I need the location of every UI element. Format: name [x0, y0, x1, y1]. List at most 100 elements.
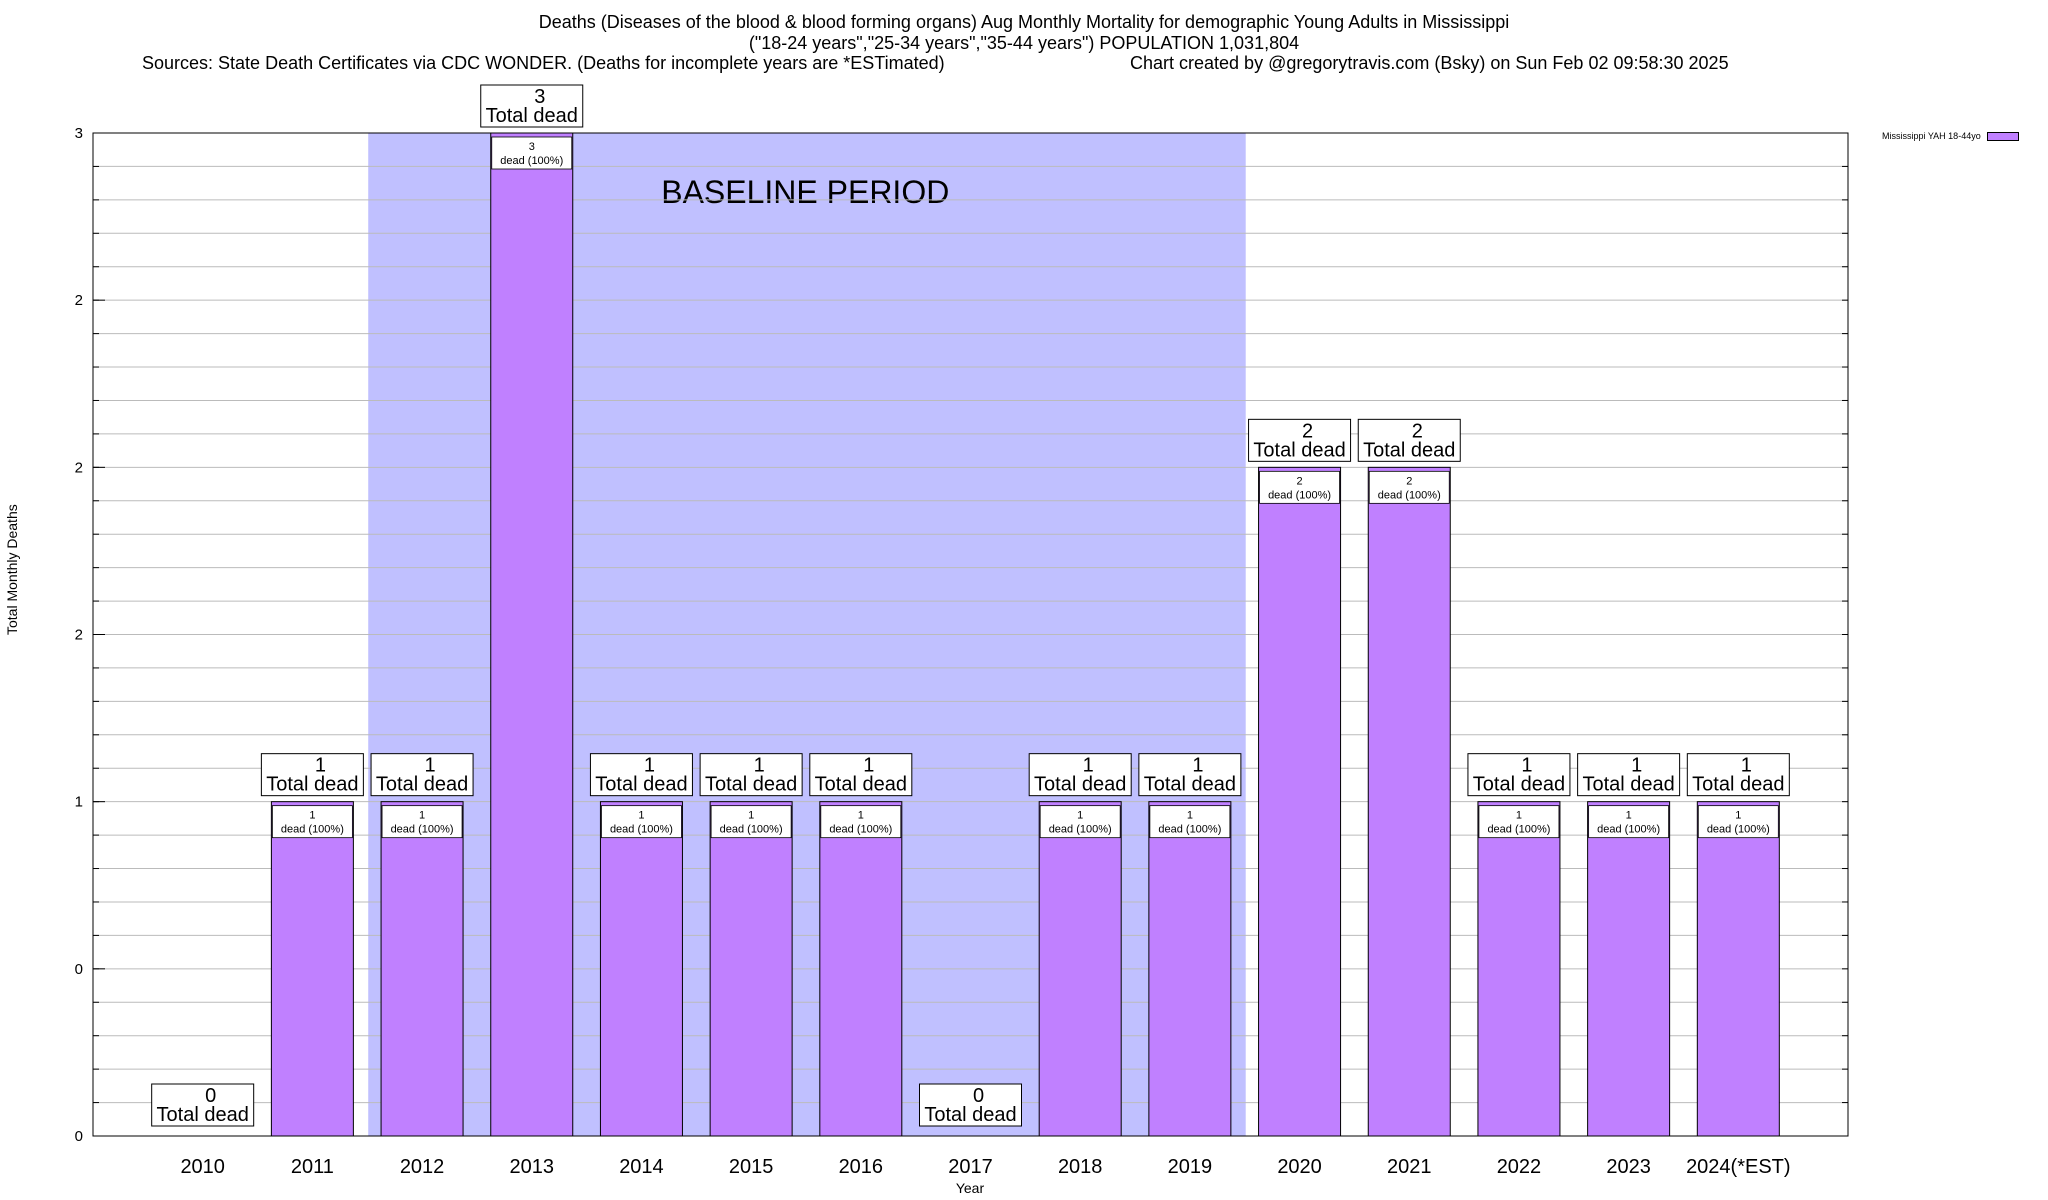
x-tick-label: 2021	[1387, 1156, 1432, 1178]
chart-sources: Sources: State Death Certificates via CD…	[142, 53, 945, 73]
bar-inner-label-count: 1	[1077, 810, 1083, 822]
total-label-box	[699, 753, 803, 797]
total-label-box	[589, 753, 693, 797]
total-label-text: Total dead	[815, 774, 907, 796]
x-tick-label: 2016	[839, 1156, 884, 1178]
legend-label: Mississippi YAH 18-44yo	[1882, 131, 1981, 141]
bar-inner-label-count: 1	[638, 810, 644, 822]
bar-inner-label-text: dead (100%)	[1158, 824, 1221, 836]
total-label-text: Total dead	[924, 1104, 1016, 1126]
bar-inner-label-text: dead (100%)	[610, 824, 673, 836]
bar	[1367, 466, 1451, 1137]
bar	[1038, 801, 1122, 1137]
total-label-box	[370, 753, 474, 797]
total-label-text: Total dead	[376, 774, 468, 796]
bar-inner-label-count: 1	[309, 810, 315, 822]
y-tick-label: 2	[75, 459, 83, 476]
total-label-text: Total dead	[595, 774, 687, 796]
x-tick-label: 2022	[1497, 1156, 1542, 1178]
total-label-text: Total dead	[1692, 774, 1784, 796]
bar-inner-label-text: dead (100%)	[1707, 824, 1770, 836]
total-label-box	[480, 84, 584, 128]
total-label-count: 1	[863, 755, 874, 777]
bar-inner-label-box	[1368, 470, 1450, 504]
total-label-text: Total dead	[1582, 774, 1674, 796]
total-label-count: 2	[1412, 420, 1423, 442]
bar	[1587, 801, 1671, 1137]
total-label-text: Total dead	[1253, 439, 1345, 461]
total-label-count: 1	[1192, 755, 1203, 777]
y-axis-label: Total Monthly Deaths	[4, 504, 20, 635]
total-label-box	[809, 753, 913, 797]
x-tick-label: 2014	[619, 1156, 664, 1178]
bar-inner-label-box	[1039, 805, 1121, 839]
total-label-box	[151, 1083, 255, 1127]
total-label-count: 2	[1302, 420, 1313, 442]
total-label-box	[1467, 753, 1571, 797]
bar-inner-label-box	[271, 805, 353, 839]
total-label-count: 1	[425, 755, 436, 777]
bar-inner-label-box	[601, 805, 682, 839]
bar	[599, 801, 683, 1137]
total-label-text: Total dead	[705, 774, 797, 796]
x-tick-label: 2011	[291, 1156, 334, 1178]
legend-swatch	[1986, 131, 2019, 141]
total-label-text: Total dead	[266, 774, 358, 796]
total-label-box	[919, 1083, 1022, 1127]
x-tick-label: 2023	[1606, 1156, 1651, 1178]
total-label-text: Total dead	[1034, 774, 1126, 796]
total-label-text: Total dead	[1363, 439, 1455, 461]
x-tick-label: 2019	[1168, 1156, 1213, 1178]
bar-inner-label-text: dead (100%)	[1597, 824, 1660, 836]
total-label-count: 1	[754, 755, 765, 777]
total-label-box	[1577, 753, 1681, 797]
bar	[1148, 801, 1232, 1137]
bar-inner-label-text: dead (100%)	[1268, 489, 1331, 501]
bar-inner-label-box	[1259, 470, 1340, 504]
bar	[819, 801, 903, 1137]
x-axis-label: Year	[955, 1180, 985, 1196]
bar-inner-label-box	[1588, 805, 1670, 839]
x-tick-label: 2012	[400, 1156, 445, 1178]
bar-inner-label-count: 1	[858, 810, 864, 822]
total-label-box	[1357, 418, 1461, 462]
chart-credit: Chart created by @gregorytravis.com (Bsk…	[1130, 53, 1729, 73]
x-tick-label: 2017	[948, 1156, 993, 1178]
bar-inner-label-count: 1	[1626, 810, 1632, 822]
bar-inner-label-text: dead (100%)	[391, 824, 454, 836]
total-label-box	[1686, 753, 1790, 797]
bar	[1258, 466, 1342, 1137]
total-label-count: 0	[205, 1085, 216, 1107]
bar-inner-label-count: 1	[419, 810, 425, 822]
total-label-text: Total dead	[1144, 774, 1236, 796]
bar-inner-label-text: dead (100%)	[281, 824, 344, 836]
bar-inner-label-text: dead (100%)	[500, 155, 563, 167]
y-tick-label: 3	[75, 125, 83, 142]
total-label-count: 1	[315, 755, 326, 777]
x-tick-label: 2015	[729, 1156, 774, 1178]
y-tick-label: 2	[75, 627, 83, 644]
bar	[1477, 801, 1561, 1137]
x-tick-label: 2018	[1058, 1156, 1103, 1178]
bar-inner-label-count: 1	[1516, 810, 1522, 822]
total-label-text: Total dead	[486, 105, 578, 127]
bar-inner-label-count: 1	[748, 810, 754, 822]
bar	[270, 801, 354, 1137]
legend: Mississippi YAH 18-44yo	[1882, 131, 2019, 141]
x-tick-label: 2013	[510, 1156, 555, 1178]
bar-inner-label-count: 1	[1735, 810, 1741, 822]
bar	[380, 801, 464, 1137]
total-label-count: 0	[973, 1085, 984, 1107]
bar-inner-label-text: dead (100%)	[1378, 489, 1441, 501]
bar-inner-label-box	[1478, 805, 1560, 839]
total-label-box	[1028, 753, 1132, 797]
bar	[1696, 801, 1780, 1137]
total-label-box	[260, 753, 364, 797]
bar-inner-label-count: 2	[1406, 475, 1412, 487]
y-tick-label: 0	[75, 1128, 83, 1145]
bar-inner-label-text: dead (100%)	[1049, 824, 1112, 836]
chart-title-block: Deaths (Diseases of the blood & blood fo…	[0, 12, 2048, 54]
y-tick-label: 1	[75, 794, 83, 811]
total-label-count: 1	[1631, 755, 1642, 777]
